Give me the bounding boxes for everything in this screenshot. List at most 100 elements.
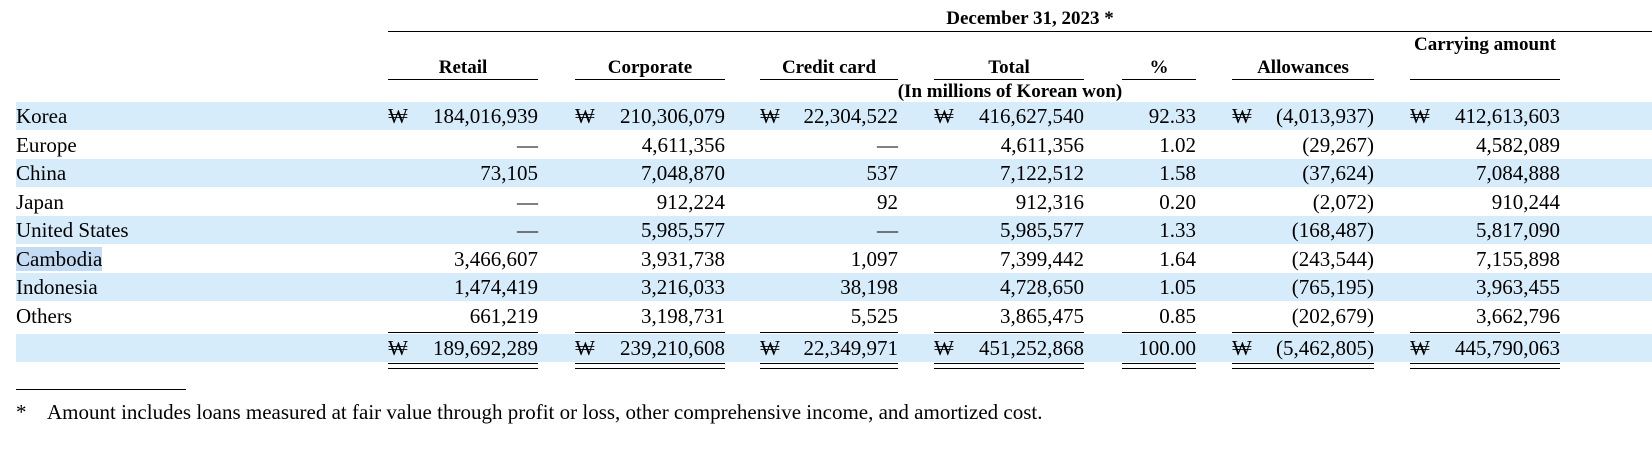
row-band bbox=[16, 273, 1652, 301]
cell-corporate: 3,198,731 bbox=[641, 304, 725, 328]
cell-credit-card: 38,198 bbox=[840, 275, 898, 299]
footnote-marker: * bbox=[16, 400, 27, 424]
row-label: Others bbox=[16, 304, 72, 328]
won-currency-symbol: ₩ bbox=[760, 104, 780, 128]
subtotal-rule bbox=[1232, 332, 1374, 333]
cell-retail: 184,016,939 bbox=[433, 104, 538, 128]
cell-carrying-amount: 3,963,455 bbox=[1476, 275, 1560, 299]
total-double-rule bbox=[934, 363, 1084, 369]
col-rule-retail bbox=[388, 79, 538, 80]
cell-percent: 0.20 bbox=[1159, 190, 1196, 214]
col-header-corporate: Corporate bbox=[607, 57, 693, 78]
cell-credit-card: 92 bbox=[877, 190, 898, 214]
cell-retail: — bbox=[517, 218, 538, 242]
cell-retail: — bbox=[517, 133, 538, 157]
won-currency-symbol: ₩ bbox=[934, 104, 954, 128]
cell-allowances: (29,267) bbox=[1302, 133, 1374, 157]
total-double-rule bbox=[760, 363, 898, 369]
subtotal-rule bbox=[1410, 332, 1560, 333]
cell-retail: 3,466,607 bbox=[454, 247, 538, 271]
won-currency-symbol: ₩ bbox=[1410, 104, 1430, 128]
col-rule-carrying-amount bbox=[1410, 79, 1560, 80]
cell-corporate: 5,985,577 bbox=[641, 218, 725, 242]
col-header-total: Total bbox=[988, 57, 1030, 78]
cell-corporate: 3,216,033 bbox=[641, 275, 725, 299]
won-currency-symbol: ₩ bbox=[1410, 336, 1430, 360]
cell-allowances: (4,013,937) bbox=[1276, 104, 1374, 128]
cell-total: 3,865,475 bbox=[1000, 304, 1084, 328]
col-rule-corporate bbox=[575, 79, 725, 80]
cell-percent: 0.85 bbox=[1159, 304, 1196, 328]
col-rule-credit-card bbox=[760, 79, 898, 80]
cell-total: 416,627,540 bbox=[979, 104, 1084, 128]
cell-carrying-amount: 910,244 bbox=[1491, 190, 1560, 214]
won-currency-symbol: ₩ bbox=[760, 336, 780, 360]
cell-credit-card: — bbox=[877, 133, 898, 157]
total-cell-corporate: 239,210,608 bbox=[620, 336, 725, 360]
cell-total: 4,728,650 bbox=[1000, 275, 1084, 299]
subtotal-rule bbox=[575, 332, 725, 333]
col-header-percent: % bbox=[1149, 57, 1169, 78]
cell-total: 7,122,512 bbox=[1000, 161, 1084, 185]
total-cell-carrying-amount: 445,790,063 bbox=[1455, 336, 1560, 360]
total-cell-percent: 100.00 bbox=[1138, 336, 1196, 360]
cell-retail: 73,105 bbox=[480, 161, 538, 185]
cell-carrying-amount: 3,662,796 bbox=[1476, 304, 1560, 328]
cell-allowances: (243,544) bbox=[1291, 247, 1374, 271]
cell-allowances: (765,195) bbox=[1291, 275, 1374, 299]
cell-total: 7,399,442 bbox=[1000, 247, 1084, 271]
cell-percent: 1.58 bbox=[1159, 161, 1196, 185]
subtotal-rule bbox=[388, 332, 538, 333]
total-cell-retail: 189,692,289 bbox=[433, 336, 538, 360]
row-label: Indonesia bbox=[16, 275, 98, 299]
cell-allowances: (168,487) bbox=[1291, 218, 1374, 242]
row-label: Europe bbox=[16, 133, 77, 157]
cell-credit-card: 1,097 bbox=[850, 247, 898, 271]
cell-corporate: 912,224 bbox=[656, 190, 725, 214]
won-currency-symbol: ₩ bbox=[575, 104, 595, 128]
total-double-rule bbox=[1122, 363, 1196, 369]
subtotal-rule bbox=[1122, 332, 1196, 333]
col-rule-percent bbox=[1122, 79, 1196, 80]
col-rule-total bbox=[934, 79, 1084, 80]
row-label: Japan bbox=[16, 190, 64, 214]
total-double-rule bbox=[575, 363, 725, 369]
won-currency-symbol: ₩ bbox=[934, 336, 954, 360]
cell-percent: 92.33 bbox=[1148, 104, 1196, 128]
cell-percent: 1.02 bbox=[1159, 133, 1196, 157]
total-cell-total: 451,252,868 bbox=[979, 336, 1084, 360]
col-rule-allowances bbox=[1232, 79, 1374, 80]
cell-carrying-amount: 7,084,888 bbox=[1476, 161, 1560, 185]
col-header-retail: Retail bbox=[438, 57, 488, 78]
footnote-rule bbox=[16, 389, 186, 390]
cell-carrying-amount: 7,155,898 bbox=[1476, 247, 1560, 271]
cell-total: 912,316 bbox=[1015, 190, 1084, 214]
period-header: December 31, 2023 * bbox=[946, 8, 1114, 29]
cell-allowances: (202,679) bbox=[1291, 304, 1374, 328]
row-band bbox=[16, 159, 1652, 187]
row-band bbox=[16, 102, 1652, 130]
won-currency-symbol: ₩ bbox=[1232, 336, 1252, 360]
cell-corporate: 4,611,356 bbox=[641, 133, 725, 157]
cell-allowances: (37,624) bbox=[1302, 161, 1374, 185]
cell-carrying-amount: 4,582,089 bbox=[1476, 133, 1560, 157]
cell-total: 4,611,356 bbox=[1000, 133, 1084, 157]
col-header-allowances: Allowances bbox=[1257, 57, 1349, 78]
total-double-rule bbox=[1232, 363, 1374, 369]
col-header-carrying-amount: Carrying amount bbox=[1414, 34, 1556, 55]
cell-credit-card: 5,525 bbox=[850, 304, 898, 328]
won-currency-symbol: ₩ bbox=[388, 104, 408, 128]
units-label: (In millions of Korean won) bbox=[897, 81, 1123, 102]
cell-percent: 1.33 bbox=[1159, 218, 1196, 242]
subtotal-rule bbox=[760, 332, 898, 333]
won-currency-symbol: ₩ bbox=[1232, 104, 1252, 128]
row-label: Korea bbox=[16, 104, 68, 128]
cell-corporate: 210,306,079 bbox=[620, 104, 725, 128]
total-row-band bbox=[16, 334, 1652, 362]
cell-percent: 1.64 bbox=[1159, 247, 1196, 271]
cell-credit-card: — bbox=[877, 218, 898, 242]
won-currency-symbol: ₩ bbox=[575, 336, 595, 360]
cell-total: 5,985,577 bbox=[1000, 218, 1084, 242]
cell-credit-card: 537 bbox=[866, 161, 899, 185]
cell-retail: — bbox=[517, 190, 538, 214]
